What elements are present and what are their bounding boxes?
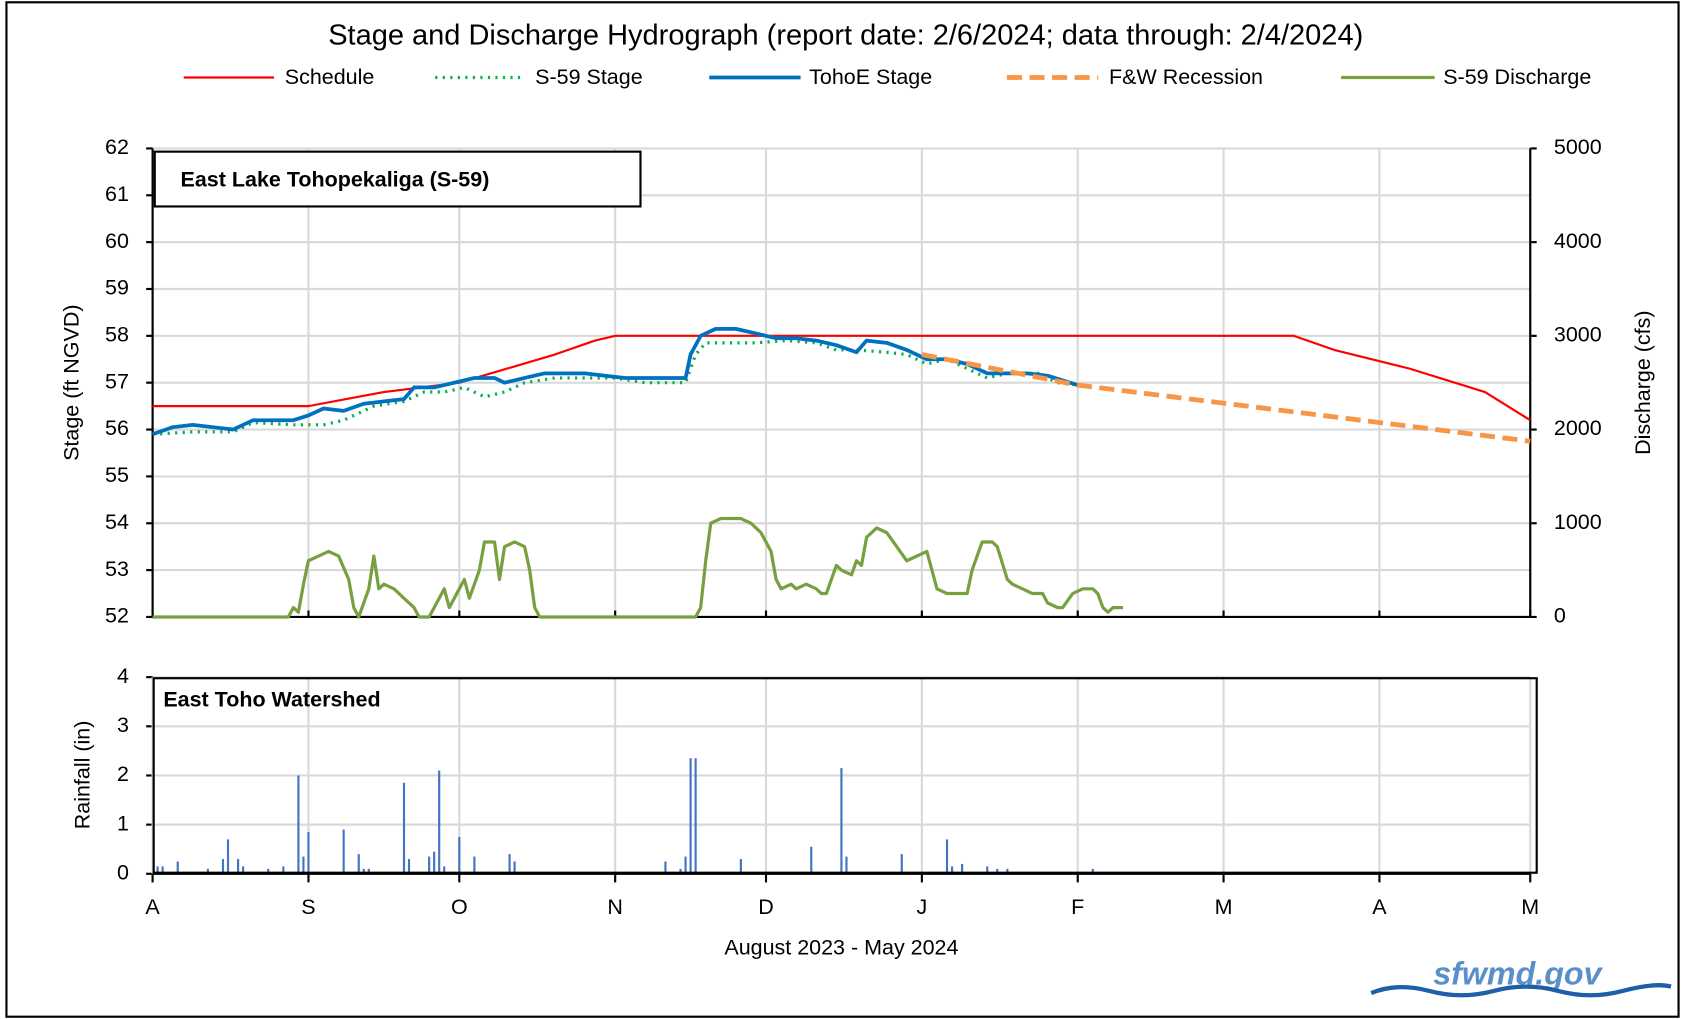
y-tick-label: 3 xyxy=(117,713,129,737)
bar xyxy=(428,856,431,874)
x-axis-label: August 2023 - May 2024 xyxy=(724,936,958,960)
bar xyxy=(845,856,848,874)
legend: Schedule S-59 Stage TohoE Stage F&W Recessi… xyxy=(183,65,1591,89)
y2-tick-label: 2000 xyxy=(1554,416,1602,440)
bar xyxy=(307,832,310,874)
bar xyxy=(221,859,225,874)
series-line xyxy=(152,516,1123,619)
bar xyxy=(513,861,516,874)
stage-plot: 52 53 54 55 56 57 58 59 60 61 62 0 1000 2000 3000 4000 5… xyxy=(60,135,1655,628)
y-tick-label: 1 xyxy=(117,811,129,835)
bar xyxy=(1006,868,1009,874)
y-axis-label: Rainfall (in) xyxy=(70,721,94,830)
bar xyxy=(986,866,989,874)
bar xyxy=(176,861,179,874)
annotation: East Lake Tohopekaliga (S-59) xyxy=(181,167,490,191)
y-tick-label: 56 xyxy=(105,416,129,440)
series-line xyxy=(151,326,1079,437)
bar xyxy=(1091,868,1094,874)
x-tick-label: F xyxy=(1071,895,1084,919)
bar xyxy=(694,758,697,874)
bar xyxy=(367,868,370,874)
bar xyxy=(302,856,305,874)
chart-title: Stage and Discharge Hydrograph (report d… xyxy=(328,19,1363,51)
x-tick-label: A xyxy=(145,895,160,919)
bar xyxy=(664,861,667,874)
bar xyxy=(206,868,209,874)
bar xyxy=(739,859,742,874)
y-tick-label: 53 xyxy=(105,557,129,581)
bar xyxy=(226,839,230,874)
y-tick-label: 4 xyxy=(117,664,129,688)
x-tick-label: S xyxy=(301,895,315,919)
bar xyxy=(156,866,159,874)
series-line xyxy=(152,334,1531,422)
bar xyxy=(402,782,406,874)
bar xyxy=(433,851,436,874)
y-tick-label: 58 xyxy=(105,323,129,347)
series-line xyxy=(921,352,1531,444)
bar xyxy=(689,758,692,874)
bar xyxy=(161,866,164,874)
bar xyxy=(267,868,270,874)
bar xyxy=(407,859,411,874)
y-tick-label: 54 xyxy=(105,510,129,534)
y-axis-label: Stage (ft NGVD) xyxy=(60,304,84,460)
x-tick-label: O xyxy=(451,895,468,919)
annotation-box xyxy=(153,150,642,208)
y-tick-label: 59 xyxy=(105,276,129,300)
bar xyxy=(840,768,843,874)
legend-label: Schedule xyxy=(285,65,375,89)
bar xyxy=(357,854,360,874)
bar xyxy=(900,854,903,874)
y2-tick-label: 0 xyxy=(1554,604,1566,628)
y2-axis-label: Discharge (cfs) xyxy=(1631,310,1655,454)
y-tick-label: 57 xyxy=(105,369,129,393)
bar xyxy=(342,829,345,874)
legend-label: F&W Recession xyxy=(1109,65,1263,89)
logo-wave xyxy=(1370,983,1672,998)
y-tick-label: 61 xyxy=(105,182,129,206)
rain-plot: 0 1 2 3 4 A S O N D J F M A M East Toho Watershed Rainfa… xyxy=(70,664,1539,960)
y2-tick-label: 5000 xyxy=(1554,135,1602,159)
bar xyxy=(443,866,446,874)
x-tick-label: N xyxy=(607,895,623,919)
x-tick-label: M xyxy=(1521,895,1539,919)
y2-tick-label: 4000 xyxy=(1554,229,1602,253)
y-tick-label: 62 xyxy=(105,135,129,159)
y2-tick-label: 3000 xyxy=(1554,323,1602,347)
bar xyxy=(297,775,300,874)
legend-label: S-59 Stage xyxy=(535,65,643,89)
bar xyxy=(282,866,285,874)
x-tick-label: J xyxy=(916,895,927,919)
y-tick-label: 55 xyxy=(105,463,129,487)
bar xyxy=(684,856,687,874)
legend-label: S-59 Discharge xyxy=(1443,65,1591,89)
y-tick-label: 2 xyxy=(117,762,129,786)
bar xyxy=(236,859,240,874)
bar xyxy=(950,866,954,874)
bar xyxy=(242,866,245,874)
annotation: East Toho Watershed xyxy=(163,687,380,711)
bar xyxy=(810,846,813,874)
y-tick-label: 60 xyxy=(105,229,129,253)
bar xyxy=(961,863,964,874)
bar xyxy=(679,868,682,874)
bar xyxy=(362,868,365,874)
bar xyxy=(508,854,511,874)
bar xyxy=(996,868,999,874)
series-line xyxy=(152,338,1078,436)
x-tick-label: A xyxy=(1372,895,1387,919)
x-tick-label: M xyxy=(1215,895,1233,919)
y-tick-label: 52 xyxy=(105,604,129,628)
legend-label: TohoE Stage xyxy=(809,65,932,89)
y2-tick-label: 1000 xyxy=(1554,510,1602,534)
y-tick-label: 0 xyxy=(117,860,129,884)
bar xyxy=(458,836,461,874)
x-tick-label: D xyxy=(758,895,774,919)
bar xyxy=(473,856,476,874)
bar xyxy=(945,839,949,874)
bar xyxy=(438,770,441,874)
